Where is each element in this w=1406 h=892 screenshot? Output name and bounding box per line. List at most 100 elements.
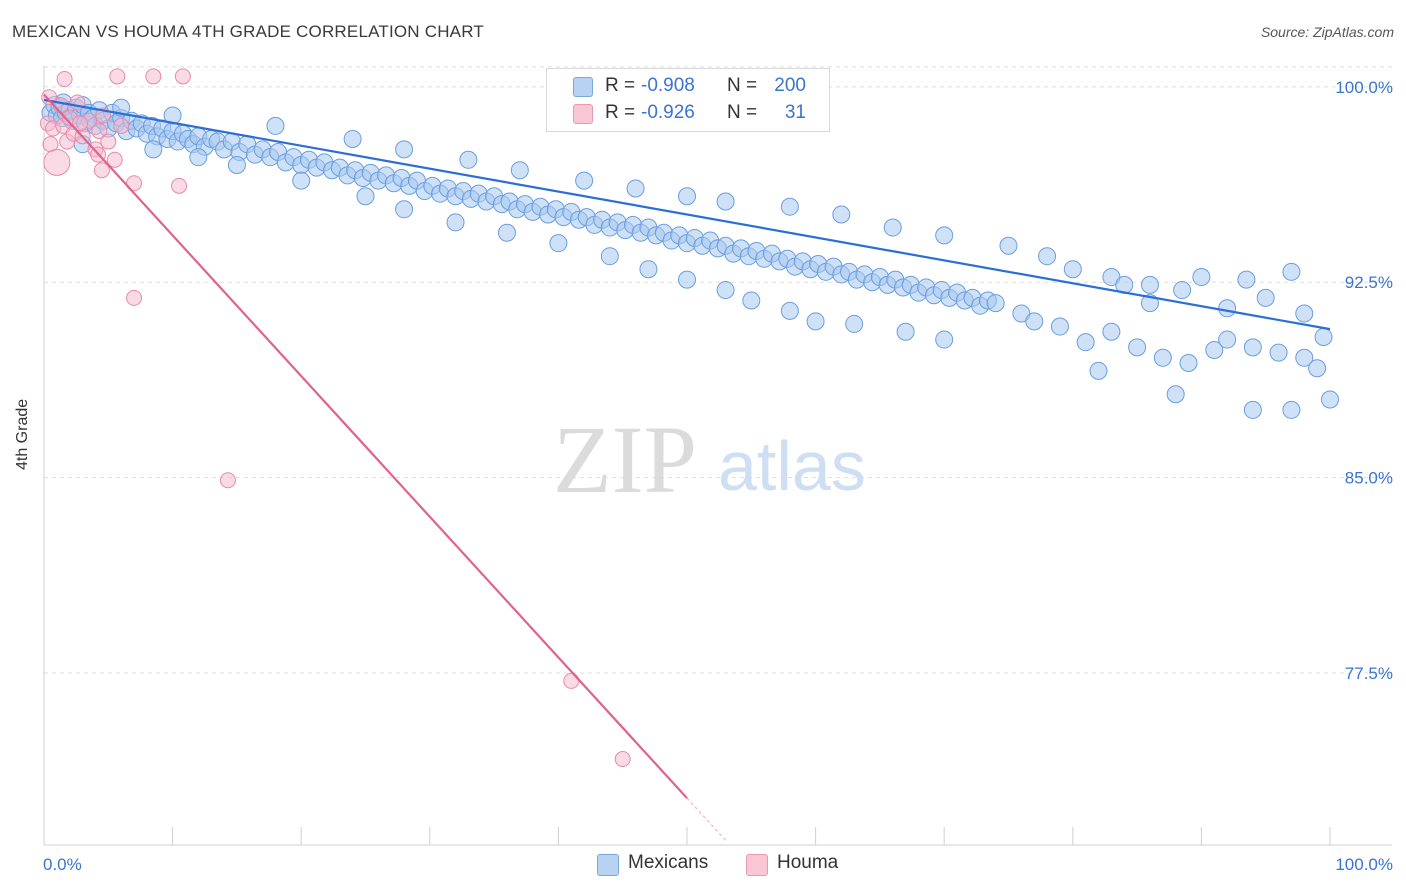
y-tick-label: 92.5% [1345, 273, 1393, 292]
mexicans-point [832, 205, 851, 224]
legend-n-value: 200 [774, 75, 806, 96]
mexicans-point [1089, 361, 1108, 380]
x-tick-label: 0.0% [43, 855, 82, 874]
mexicans-point [1179, 354, 1198, 373]
houma-point [91, 123, 108, 140]
mexicans-swatch [597, 854, 619, 876]
mexicans-point [1218, 330, 1237, 349]
mexicans-point [626, 179, 645, 198]
chart-title: MEXICAN VS HOUMA 4TH GRADE CORRELATION C… [12, 22, 484, 41]
mexicans-point [1076, 333, 1095, 352]
mexicans-point [1063, 260, 1082, 279]
mexicans-point [163, 106, 182, 125]
mexicans-point [935, 226, 954, 245]
legend-r-label: R = [605, 75, 636, 96]
mexicans-point [742, 291, 761, 310]
mexicans-point [1321, 390, 1339, 409]
mexicans-point [639, 260, 658, 279]
mexicans-point [1153, 348, 1172, 367]
mexicans-point [1308, 359, 1327, 378]
mexicans-point [935, 330, 954, 349]
mexicans-point [1295, 348, 1314, 367]
mexicans-point [1295, 304, 1314, 323]
mexicans-point [1102, 322, 1121, 341]
mexicans-point [549, 234, 568, 253]
mexicans-point [780, 301, 799, 320]
mexicans-point [459, 150, 478, 169]
mexicans-point [1282, 400, 1301, 419]
houma-point [72, 115, 89, 132]
houma-point [126, 175, 143, 192]
legend-r-value: -0.908 [641, 75, 695, 96]
mexicans-point [896, 322, 915, 341]
mexicans-point [1173, 281, 1192, 300]
mexicans-point [1025, 312, 1044, 331]
mexicans-point [1218, 299, 1237, 318]
mexicans-point [227, 156, 246, 175]
trend-lines [43, 93, 1331, 841]
mexicans-point [845, 314, 864, 333]
houma-point [106, 151, 123, 168]
houma-point [100, 133, 117, 150]
houma-point [614, 751, 631, 768]
houma-point [174, 68, 191, 85]
houma-point [93, 162, 110, 179]
mexicans-points [41, 93, 1339, 419]
mexicans-point [292, 171, 311, 190]
x-tick-label: 100.0% [1335, 855, 1393, 874]
mexicans-point [356, 187, 375, 206]
mexicans-point [266, 116, 285, 135]
mexicans-point [1140, 275, 1159, 294]
mexicans-point [1166, 385, 1185, 404]
mexicans-point [395, 140, 414, 159]
legend-r-value: -0.926 [641, 102, 695, 123]
houma-point [56, 71, 73, 88]
legend-n-label: N = [727, 102, 758, 123]
axes [43, 66, 1392, 846]
y-tick-label: 100.0% [1335, 78, 1393, 97]
mexicans-trend-line [43, 98, 1331, 331]
mexicans-point [999, 236, 1018, 255]
mexicans-point [716, 281, 735, 300]
mexicans-point [1256, 288, 1275, 307]
mexicans-point [1050, 317, 1069, 336]
houma-point [109, 68, 126, 85]
legend-label: Houma [777, 852, 839, 873]
houma-point [171, 177, 188, 194]
legend-n-value: 31 [784, 102, 806, 123]
houma-point [113, 117, 130, 134]
mexicans-point [395, 200, 414, 219]
y-tick-label: 85.0% [1345, 469, 1393, 488]
mexicans-point [780, 197, 799, 216]
mexicans-point [510, 161, 529, 180]
mexicans-point [1269, 343, 1288, 362]
mexicans-point [678, 270, 696, 289]
legend-label: Mexicans [628, 852, 709, 873]
mexicans-point [1282, 262, 1301, 281]
houma-point [219, 472, 236, 489]
mexicans-point [883, 218, 902, 237]
mexicans-point [189, 148, 208, 167]
mexicans-point [497, 223, 516, 242]
legend-n-label: N = [727, 75, 758, 96]
houma-swatch [573, 104, 593, 124]
stats-legend: R = -0.908 N = 200 R = -0.926 N = 31 [546, 68, 830, 132]
mexicans-point [1237, 270, 1256, 289]
houma-point [145, 68, 162, 85]
tick-labels: 100.0% 92.5% 85.0% 77.5% 0.0% 100.0% [43, 78, 1393, 874]
houma-swatch [746, 854, 768, 876]
mexicans-point [1205, 340, 1224, 359]
mexicans-swatch [573, 77, 593, 97]
watermark-atlas: atlas [718, 427, 866, 505]
houma-trend-extension [686, 797, 727, 841]
y-tick-label: 77.5% [1345, 664, 1393, 683]
watermark: ZIP atlas [553, 406, 866, 513]
houma-trend-line [43, 93, 688, 799]
mexicans-point [1192, 268, 1211, 287]
legend-r-label: R = [605, 102, 636, 123]
chart-source: Source: ZipAtlas.com [1260, 24, 1394, 40]
mexicans-point [1243, 338, 1262, 357]
mexicans-point [1314, 327, 1333, 346]
mexicans-point [986, 294, 1005, 313]
